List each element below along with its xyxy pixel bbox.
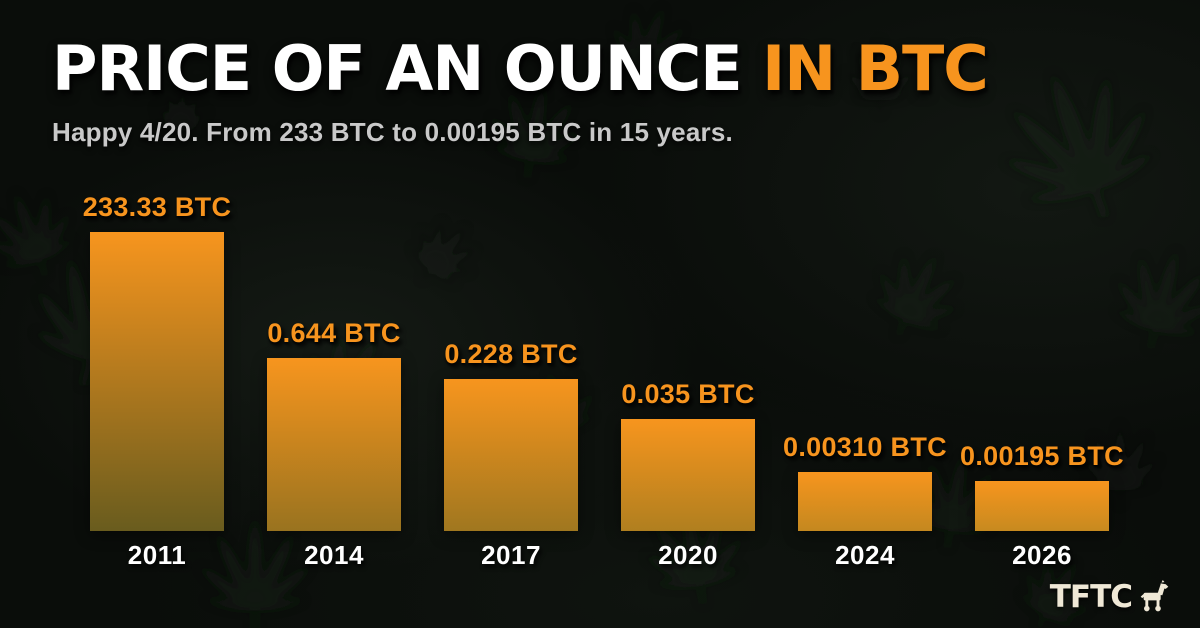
bar-column: 0.00310 BTC 2024 [774,432,956,570]
bar-column: 0.228 BTC 2017 [420,339,602,570]
bar-year-label: 2017 [481,540,541,570]
bar [267,358,401,531]
bar-value-label: 0.644 BTC [267,318,401,348]
bar [798,472,932,531]
bar-year-label: 2014 [304,540,364,570]
title-white-part: PRICE OF AN OUNCE [52,32,763,105]
bar-value-label: 0.00195 BTC [960,441,1124,471]
bar-value-label: 0.00310 BTC [783,432,947,462]
bar-year-label: 2011 [127,540,187,570]
header: PRICE OF AN OUNCE IN BTC Happy 4/20. Fro… [52,35,1160,148]
bar-value-label: 233.33 BTC [82,192,232,222]
bar-column: 0.035 BTC 2020 [597,379,779,570]
bar [90,232,224,531]
subtitle: Happy 4/20. From 233 BTC to 0.00195 BTC … [52,116,733,147]
bar-column: 0.00195 BTC 2026 [951,441,1133,570]
title-orange-part: IN BTC [762,32,989,105]
trojan-horse-icon [1140,580,1169,612]
brand-logo: TFTC [1050,579,1170,615]
brand-name: TFTC [1049,579,1133,615]
bar-year-label: 2024 [835,540,895,570]
page-title: PRICE OF AN OUNCE IN BTC [52,35,1160,103]
bar-value-label: 0.228 BTC [444,339,578,369]
bar [975,481,1109,531]
bar-year-label: 2020 [658,540,718,570]
bar [621,419,755,531]
bar-column: 0.644 BTC 2014 [243,318,425,570]
bar-year-label: 2026 [1012,540,1072,570]
bar-value-label: 0.035 BTC [621,379,755,409]
bar-column: 233.33 BTC 2011 [66,192,248,570]
bar [444,379,578,531]
